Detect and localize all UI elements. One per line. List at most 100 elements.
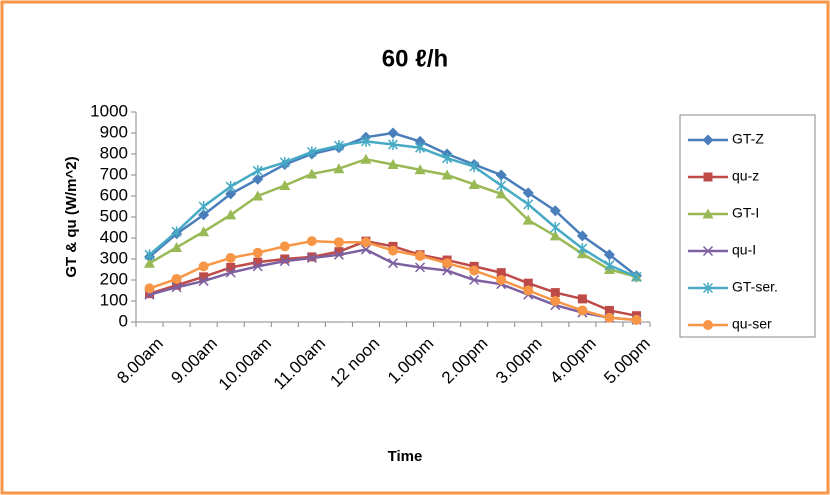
marker xyxy=(198,261,209,272)
legend-label: qu-I xyxy=(732,242,756,258)
marker xyxy=(252,261,263,272)
marker xyxy=(522,187,534,199)
marker xyxy=(279,241,290,252)
y-tick-label: 1000 xyxy=(90,101,128,120)
marker xyxy=(387,258,399,269)
legend-marker xyxy=(702,282,714,294)
marker xyxy=(360,135,371,147)
marker xyxy=(523,285,534,296)
marker xyxy=(360,237,371,248)
marker xyxy=(306,236,317,247)
marker xyxy=(198,201,209,212)
marker xyxy=(496,180,507,191)
marker xyxy=(333,163,345,174)
marker xyxy=(198,209,210,221)
marker xyxy=(279,156,290,168)
marker xyxy=(171,226,182,238)
marker xyxy=(414,164,426,175)
y-tick-label: 100 xyxy=(100,290,128,309)
chart-title: 60 ℓ/h xyxy=(382,45,448,72)
legend-marker xyxy=(702,245,714,257)
marker xyxy=(496,268,506,278)
legend-label: GT-ser. xyxy=(732,279,778,295)
marker xyxy=(198,226,210,237)
marker xyxy=(171,282,182,293)
marker xyxy=(280,254,290,264)
y-tick-label: 800 xyxy=(100,143,128,162)
y-tick-label: 700 xyxy=(100,164,128,183)
marker xyxy=(415,142,426,154)
marker xyxy=(604,312,615,323)
marker xyxy=(468,178,480,189)
legend-label: GT-Z xyxy=(732,131,764,147)
marker xyxy=(333,249,344,260)
marker xyxy=(469,274,480,286)
legend-label: GT-I xyxy=(732,205,759,221)
marker xyxy=(306,146,317,158)
marker xyxy=(496,275,507,285)
marker xyxy=(576,230,588,242)
marker xyxy=(225,252,236,263)
marker xyxy=(604,305,614,315)
marker xyxy=(198,276,209,287)
y-tick-label: 900 xyxy=(100,122,128,141)
legend-marker xyxy=(703,172,713,182)
marker xyxy=(603,249,615,261)
marker xyxy=(387,127,399,139)
marker xyxy=(171,273,182,284)
marker xyxy=(226,262,236,272)
marker xyxy=(631,271,642,283)
marker xyxy=(604,259,615,271)
marker xyxy=(495,188,507,199)
marker xyxy=(333,140,344,152)
marker xyxy=(225,267,236,278)
marker xyxy=(442,258,453,269)
marker xyxy=(415,262,426,273)
marker xyxy=(172,280,182,290)
marker xyxy=(144,249,155,261)
marker xyxy=(441,169,453,180)
marker xyxy=(631,314,642,325)
marker xyxy=(252,165,263,177)
legend-marker xyxy=(702,134,714,146)
marker xyxy=(252,173,264,185)
marker xyxy=(388,245,398,256)
marker xyxy=(225,209,237,220)
marker xyxy=(306,168,318,179)
marker xyxy=(495,169,507,181)
y-tick-label: 0 xyxy=(119,311,128,330)
marker xyxy=(469,161,480,173)
y-tick-label: 600 xyxy=(100,185,128,204)
marker xyxy=(577,294,587,304)
marker xyxy=(144,257,156,268)
legend-label: qu-z xyxy=(732,168,759,184)
marker xyxy=(252,190,264,201)
marker xyxy=(334,247,344,257)
y-tick-label: 300 xyxy=(100,248,128,267)
y-tick-label: 500 xyxy=(100,206,128,225)
x-axis-label: Time xyxy=(388,448,423,465)
marker xyxy=(522,214,534,225)
marker xyxy=(550,288,560,298)
y-tick-label: 400 xyxy=(100,227,128,246)
marker xyxy=(577,243,588,254)
legend-label: qu-ser xyxy=(732,316,772,332)
marker xyxy=(523,198,534,210)
marker xyxy=(253,257,263,267)
marker xyxy=(279,256,290,267)
marker xyxy=(306,252,317,263)
y-tick-label: 200 xyxy=(100,269,128,288)
marker xyxy=(549,230,561,241)
marker xyxy=(387,159,399,169)
marker xyxy=(333,237,344,248)
marker xyxy=(279,180,291,190)
marker xyxy=(577,305,588,316)
marker xyxy=(225,181,236,193)
marker xyxy=(442,265,453,276)
marker xyxy=(442,152,453,164)
marker xyxy=(360,244,371,255)
legend-marker xyxy=(703,320,713,330)
marker xyxy=(171,241,183,252)
marker xyxy=(523,278,533,288)
